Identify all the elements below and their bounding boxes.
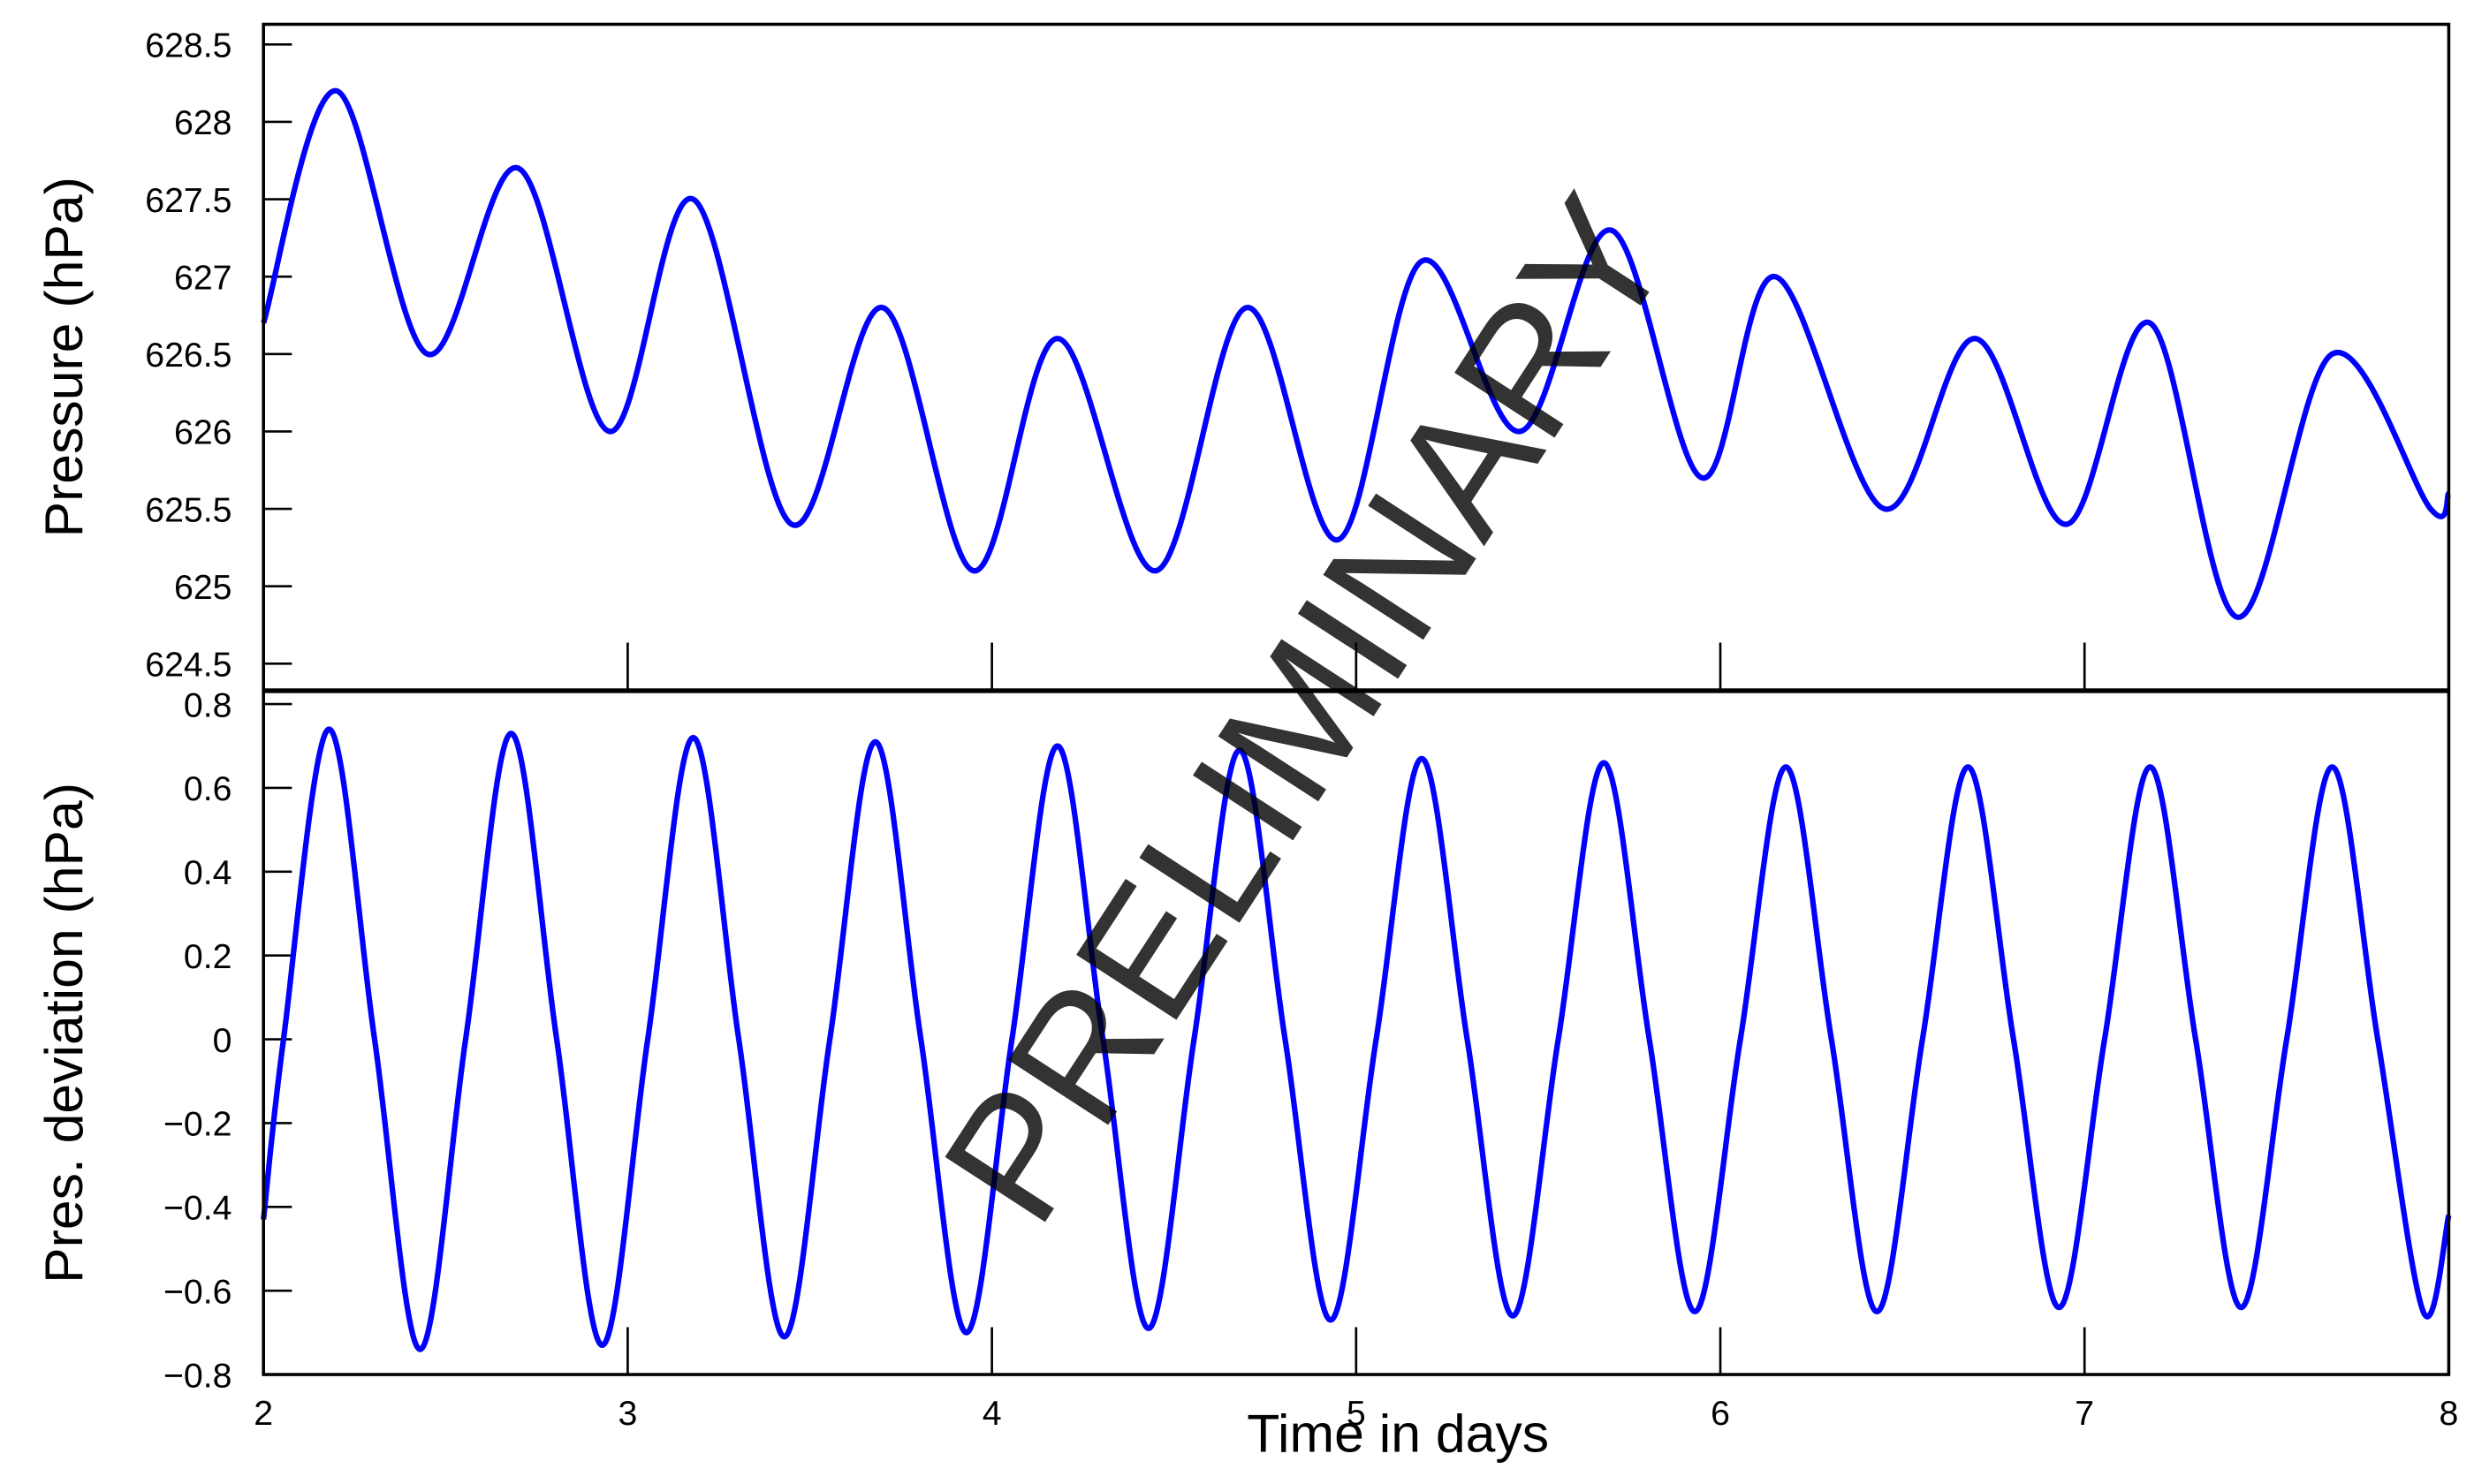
y-tick-label: 627: [174, 258, 232, 297]
y-tick-label: 626: [174, 413, 232, 452]
y-tick-label: 628: [174, 103, 232, 142]
y-tick-label: −0.4: [163, 1189, 232, 1228]
x-tick-label: 6: [1711, 1394, 1730, 1433]
y-tick-label: 624.5: [145, 646, 231, 685]
y-tick-label: 0.6: [184, 769, 232, 808]
x-tick-label: 4: [983, 1394, 1002, 1433]
y-tick-label: 625: [174, 568, 232, 607]
x-tick-label: 2: [254, 1394, 273, 1433]
y-tick-label: 0: [213, 1021, 232, 1060]
x-tick-label: 8: [2440, 1394, 2459, 1433]
data-line: [261, 726, 2452, 1352]
y-tick-label: 0.4: [184, 853, 232, 892]
watermark: PRELIMINARY: [906, 164, 1708, 1254]
x-tick-label: 7: [2075, 1394, 2094, 1433]
y-tick-label: 0.2: [184, 937, 232, 976]
data-line: [261, 87, 2452, 620]
x-axis-title: Time in days: [1247, 1404, 1549, 1464]
y-axis-title: Pres. deviation (hPa): [34, 783, 94, 1283]
y-tick-label: 628.5: [145, 26, 231, 65]
y-tick-label: −0.8: [163, 1356, 232, 1395]
y-tick-label: 0.8: [184, 685, 232, 724]
y-tick-label: 627.5: [145, 181, 231, 220]
y-axis-title: Pressure (hPa): [34, 177, 94, 537]
y-tick-label: 625.5: [145, 490, 231, 529]
y-tick-label: −0.6: [163, 1272, 232, 1311]
x-tick-label: 5: [1347, 1394, 1366, 1433]
y-tick-label: −0.2: [163, 1105, 232, 1144]
y-tick-label: 626.5: [145, 336, 231, 375]
plot-frame: [262, 690, 2451, 1376]
x-tick-label: 3: [618, 1394, 637, 1433]
